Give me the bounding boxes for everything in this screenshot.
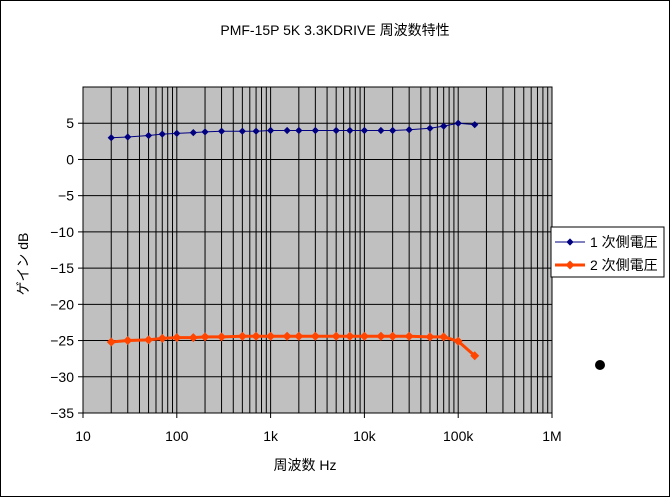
y-tick-label: −25: [50, 333, 74, 349]
data-point: [158, 130, 166, 138]
x-axis-label: 周波数 Hz: [274, 457, 337, 473]
data-point: [311, 126, 319, 135]
x-tick-label: 10: [75, 428, 91, 444]
data-point: [172, 333, 182, 343]
data-point: [144, 335, 154, 345]
data-point: [345, 331, 355, 341]
y-tick-label: −20: [50, 296, 74, 312]
y-axis: 5 0 −5 −10 −15 −20 −25 −30 −35: [50, 115, 83, 421]
annotation-dot: [595, 360, 605, 370]
y-tick-label: −5: [58, 188, 74, 204]
data-point: [188, 333, 198, 343]
legend-label: 1 次側電圧: [590, 234, 658, 250]
data-point: [376, 331, 386, 341]
data-point: [310, 331, 320, 341]
data-point: [471, 121, 479, 129]
x-tick-label: 10k: [353, 428, 377, 444]
data-point: [453, 336, 463, 346]
y-tick-label: −10: [50, 224, 74, 240]
y-tick-label: 5: [66, 115, 74, 131]
data-point: [238, 127, 246, 135]
data-point: [294, 331, 304, 341]
data-point: [157, 333, 167, 343]
data-point: [425, 332, 435, 342]
series-1: [107, 119, 479, 142]
legend-swatch-marker: [566, 238, 574, 246]
data-point: [106, 337, 116, 347]
y-axis-label: ゲイン dB: [15, 233, 31, 296]
data-point: [124, 133, 132, 141]
data-point: [267, 126, 275, 135]
data-point: [189, 129, 197, 137]
data-point: [251, 331, 261, 341]
data-point: [217, 332, 227, 342]
grid: [83, 87, 552, 413]
data-point: [331, 331, 341, 341]
data-point: [173, 129, 181, 137]
data-point: [470, 351, 480, 361]
x-tick-label: 1k: [263, 428, 279, 444]
chart-title: PMF-15P 5K 3.3KDRIVE 周波数特性: [220, 22, 449, 38]
data-point: [360, 126, 368, 135]
plot-area: [83, 87, 552, 413]
data-point: [200, 332, 210, 342]
data-point: [237, 331, 247, 341]
y-tick-label: 0: [66, 151, 74, 167]
data-point: [346, 126, 354, 135]
data-point: [359, 331, 369, 341]
data-point: [266, 331, 276, 341]
data-point: [217, 127, 226, 135]
data-point: [454, 119, 462, 127]
data-point: [295, 126, 303, 135]
data-point: [123, 336, 133, 346]
data-point: [283, 126, 291, 135]
series-2: [106, 331, 480, 361]
x-tick-label: 1M: [542, 428, 561, 444]
data-point: [252, 127, 260, 135]
legend-swatch-marker: [565, 260, 575, 270]
y-tick-label: −30: [50, 369, 74, 385]
data-point: [426, 124, 434, 132]
x-axis: 10 100 1k 10k 100k 1M: [75, 413, 562, 444]
data-point: [282, 331, 292, 341]
y-tick-label: −15: [50, 260, 74, 276]
data-point: [440, 122, 448, 130]
data-point: [144, 131, 153, 140]
data-point: [107, 134, 115, 142]
x-tick-label: 100: [165, 428, 189, 444]
data-point: [404, 331, 414, 341]
x-tick-label: 100k: [443, 428, 474, 444]
data-point: [332, 126, 340, 135]
data-point: [439, 332, 449, 342]
legend-label: 2 次側電圧: [590, 257, 658, 273]
data-point: [405, 126, 413, 134]
series-layer: [106, 119, 480, 361]
data-point: [201, 128, 209, 136]
data-point: [388, 331, 398, 341]
legend: 1 次側電圧 2 次側電圧: [550, 226, 665, 278]
y-tick-label: −35: [50, 405, 74, 421]
data-point: [389, 126, 397, 135]
data-point: [377, 126, 385, 135]
